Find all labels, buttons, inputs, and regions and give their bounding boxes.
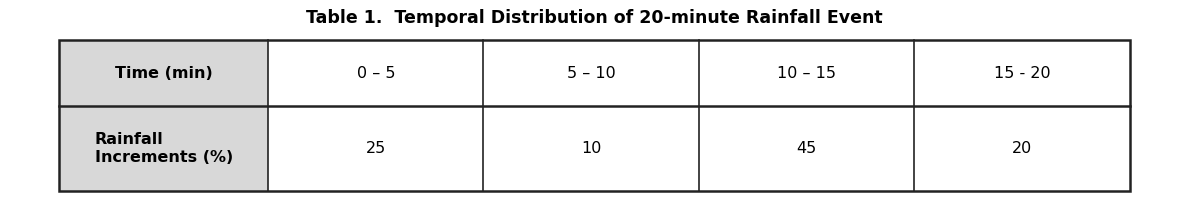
Text: 20: 20	[1012, 141, 1032, 156]
Text: Time (min): Time (min)	[115, 66, 213, 81]
Bar	[59, 40, 269, 106]
Text: 25: 25	[366, 141, 386, 156]
Text: 0 – 5: 0 – 5	[357, 66, 395, 81]
Bar	[59, 106, 269, 191]
Text: 45: 45	[797, 141, 817, 156]
Text: 10 – 15: 10 – 15	[778, 66, 836, 81]
Text: Table 1.  Temporal Distribution of 20-minute Rainfall Event: Table 1. Temporal Distribution of 20-min…	[307, 9, 882, 27]
Text: 15 - 20: 15 - 20	[994, 66, 1050, 81]
Text: 10: 10	[581, 141, 602, 156]
Text: Rainfall
Increments (%): Rainfall Increments (%)	[95, 132, 233, 166]
Bar	[59, 40, 1130, 191]
Text: 5 – 10: 5 – 10	[567, 66, 616, 81]
